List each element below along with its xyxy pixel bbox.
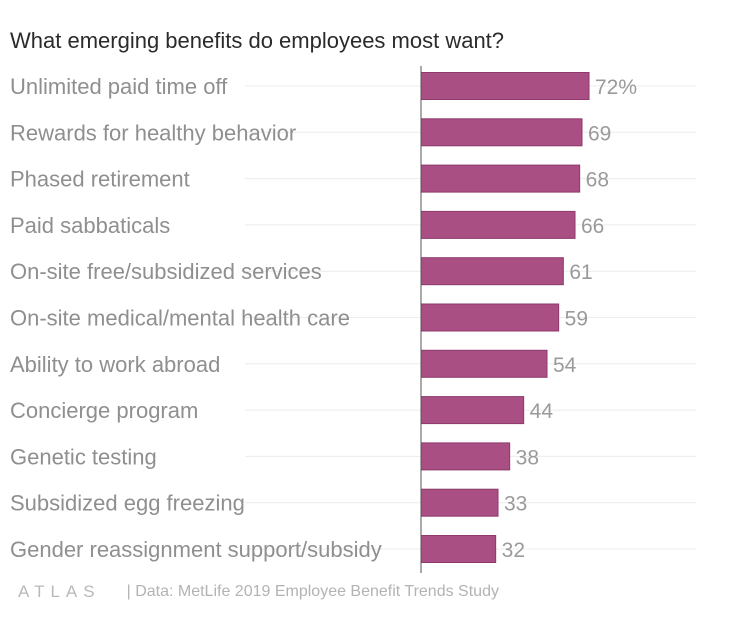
category-label: Paid sabbaticals: [10, 213, 170, 238]
category-label: Unlimited paid time off: [10, 74, 228, 99]
value-label: 59: [565, 308, 588, 331]
value-label: 68: [586, 169, 609, 192]
category-label: Subsidized egg freezing: [10, 491, 245, 516]
category-label: Genetic testing: [10, 444, 157, 469]
value-label: 32: [502, 539, 525, 562]
bar: [420, 488, 499, 517]
bar: [420, 303, 560, 332]
bar: [420, 257, 564, 286]
category-labels: Unlimited paid time off Rewards for healt…: [10, 74, 382, 562]
value-label: 69: [588, 122, 611, 145]
category-label: Phased retirement: [10, 167, 190, 192]
bar: [420, 118, 583, 147]
value-label: 54: [553, 354, 577, 377]
category-label: Gender reassignment support/subsidy: [10, 537, 382, 562]
value-labels: 72% 69 68 66 61 59 54 44 38 33 32: [502, 76, 637, 562]
bar: [420, 349, 548, 378]
category-label: Rewards for healthy behavior: [10, 120, 296, 145]
value-label: 38: [516, 446, 539, 469]
value-label: 61: [569, 261, 592, 284]
source-note: | Data: MetLife 2019 Employee Benefit Tr…: [126, 583, 499, 600]
bar-chart: Unlimited paid time off Rewards for healt…: [10, 66, 696, 573]
value-label: 72%: [595, 76, 637, 99]
atlas-logo[interactable]: ATLAS: [18, 582, 101, 601]
bar: [420, 164, 581, 193]
bar: [420, 396, 525, 425]
chart-title: What emerging benefits do employees most…: [10, 28, 505, 53]
value-label: 66: [581, 215, 604, 238]
category-label: On-site free/subsidized services: [10, 259, 322, 284]
value-label: 44: [530, 400, 554, 423]
value-label: 33: [504, 493, 527, 516]
bars: [420, 72, 590, 563]
category-label: Ability to work abroad: [10, 352, 220, 377]
bar: [420, 535, 497, 563]
footer: ATLAS | Data: MetLife 2019 Employee Bene…: [18, 580, 499, 604]
bar: [420, 210, 576, 239]
bar: [420, 72, 590, 100]
bar: [420, 442, 511, 471]
category-label: On-site medical/mental health care: [10, 306, 350, 331]
category-label: Concierge program: [10, 398, 198, 423]
